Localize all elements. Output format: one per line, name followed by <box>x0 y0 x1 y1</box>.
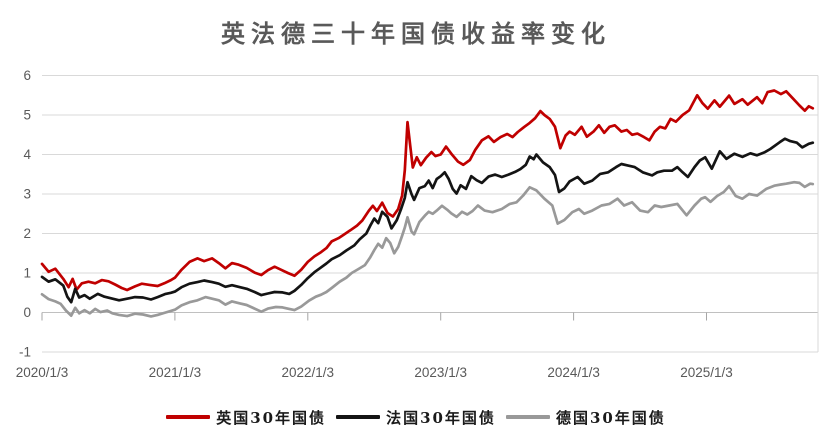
y-axis-label: 2 <box>23 226 31 241</box>
x-axis-label: 2021/1/3 <box>149 365 202 380</box>
x-axis-label: 2020/1/3 <box>16 365 69 380</box>
x-axis-label: 2024/1/3 <box>547 365 600 380</box>
legend-label: 法国30年国债 <box>386 408 496 427</box>
y-axis-label: 6 <box>23 68 31 83</box>
y-axis-label: 1 <box>23 266 31 281</box>
series-line-germany-30y <box>40 180 815 318</box>
legend-line-swatch <box>505 415 550 419</box>
y-axis-label: -1 <box>19 345 31 360</box>
x-axis-label: 2022/1/3 <box>282 365 335 380</box>
series-line-uk-30y <box>40 89 815 292</box>
legend-item-germany-30y: 德国30年国债 <box>505 407 666 428</box>
chart-legend: 英国30年国债 法国30年国债 德国30年国债 <box>0 404 832 430</box>
x-axis-label: 2023/1/3 <box>414 365 467 380</box>
y-axis-label: 4 <box>23 147 31 162</box>
series-line-france-30y <box>40 137 815 304</box>
legend-item-france-30y: 法国30年国债 <box>336 407 496 428</box>
legend-label: 德国30年国债 <box>555 408 666 427</box>
y-axis-label: 3 <box>23 187 31 202</box>
legend-line-swatch <box>166 415 211 419</box>
legend-item-uk-30y: 英国30年国债 <box>166 407 326 428</box>
legend-line-swatch <box>336 415 381 419</box>
x-axis-label: 2025/1/3 <box>680 365 733 380</box>
y-axis-label: 0 <box>23 305 31 320</box>
chart-title: 英法德三十年国债收益率变化 <box>221 19 611 48</box>
y-axis-label: 5 <box>23 108 31 123</box>
legend-label: 英国30年国债 <box>216 408 327 427</box>
